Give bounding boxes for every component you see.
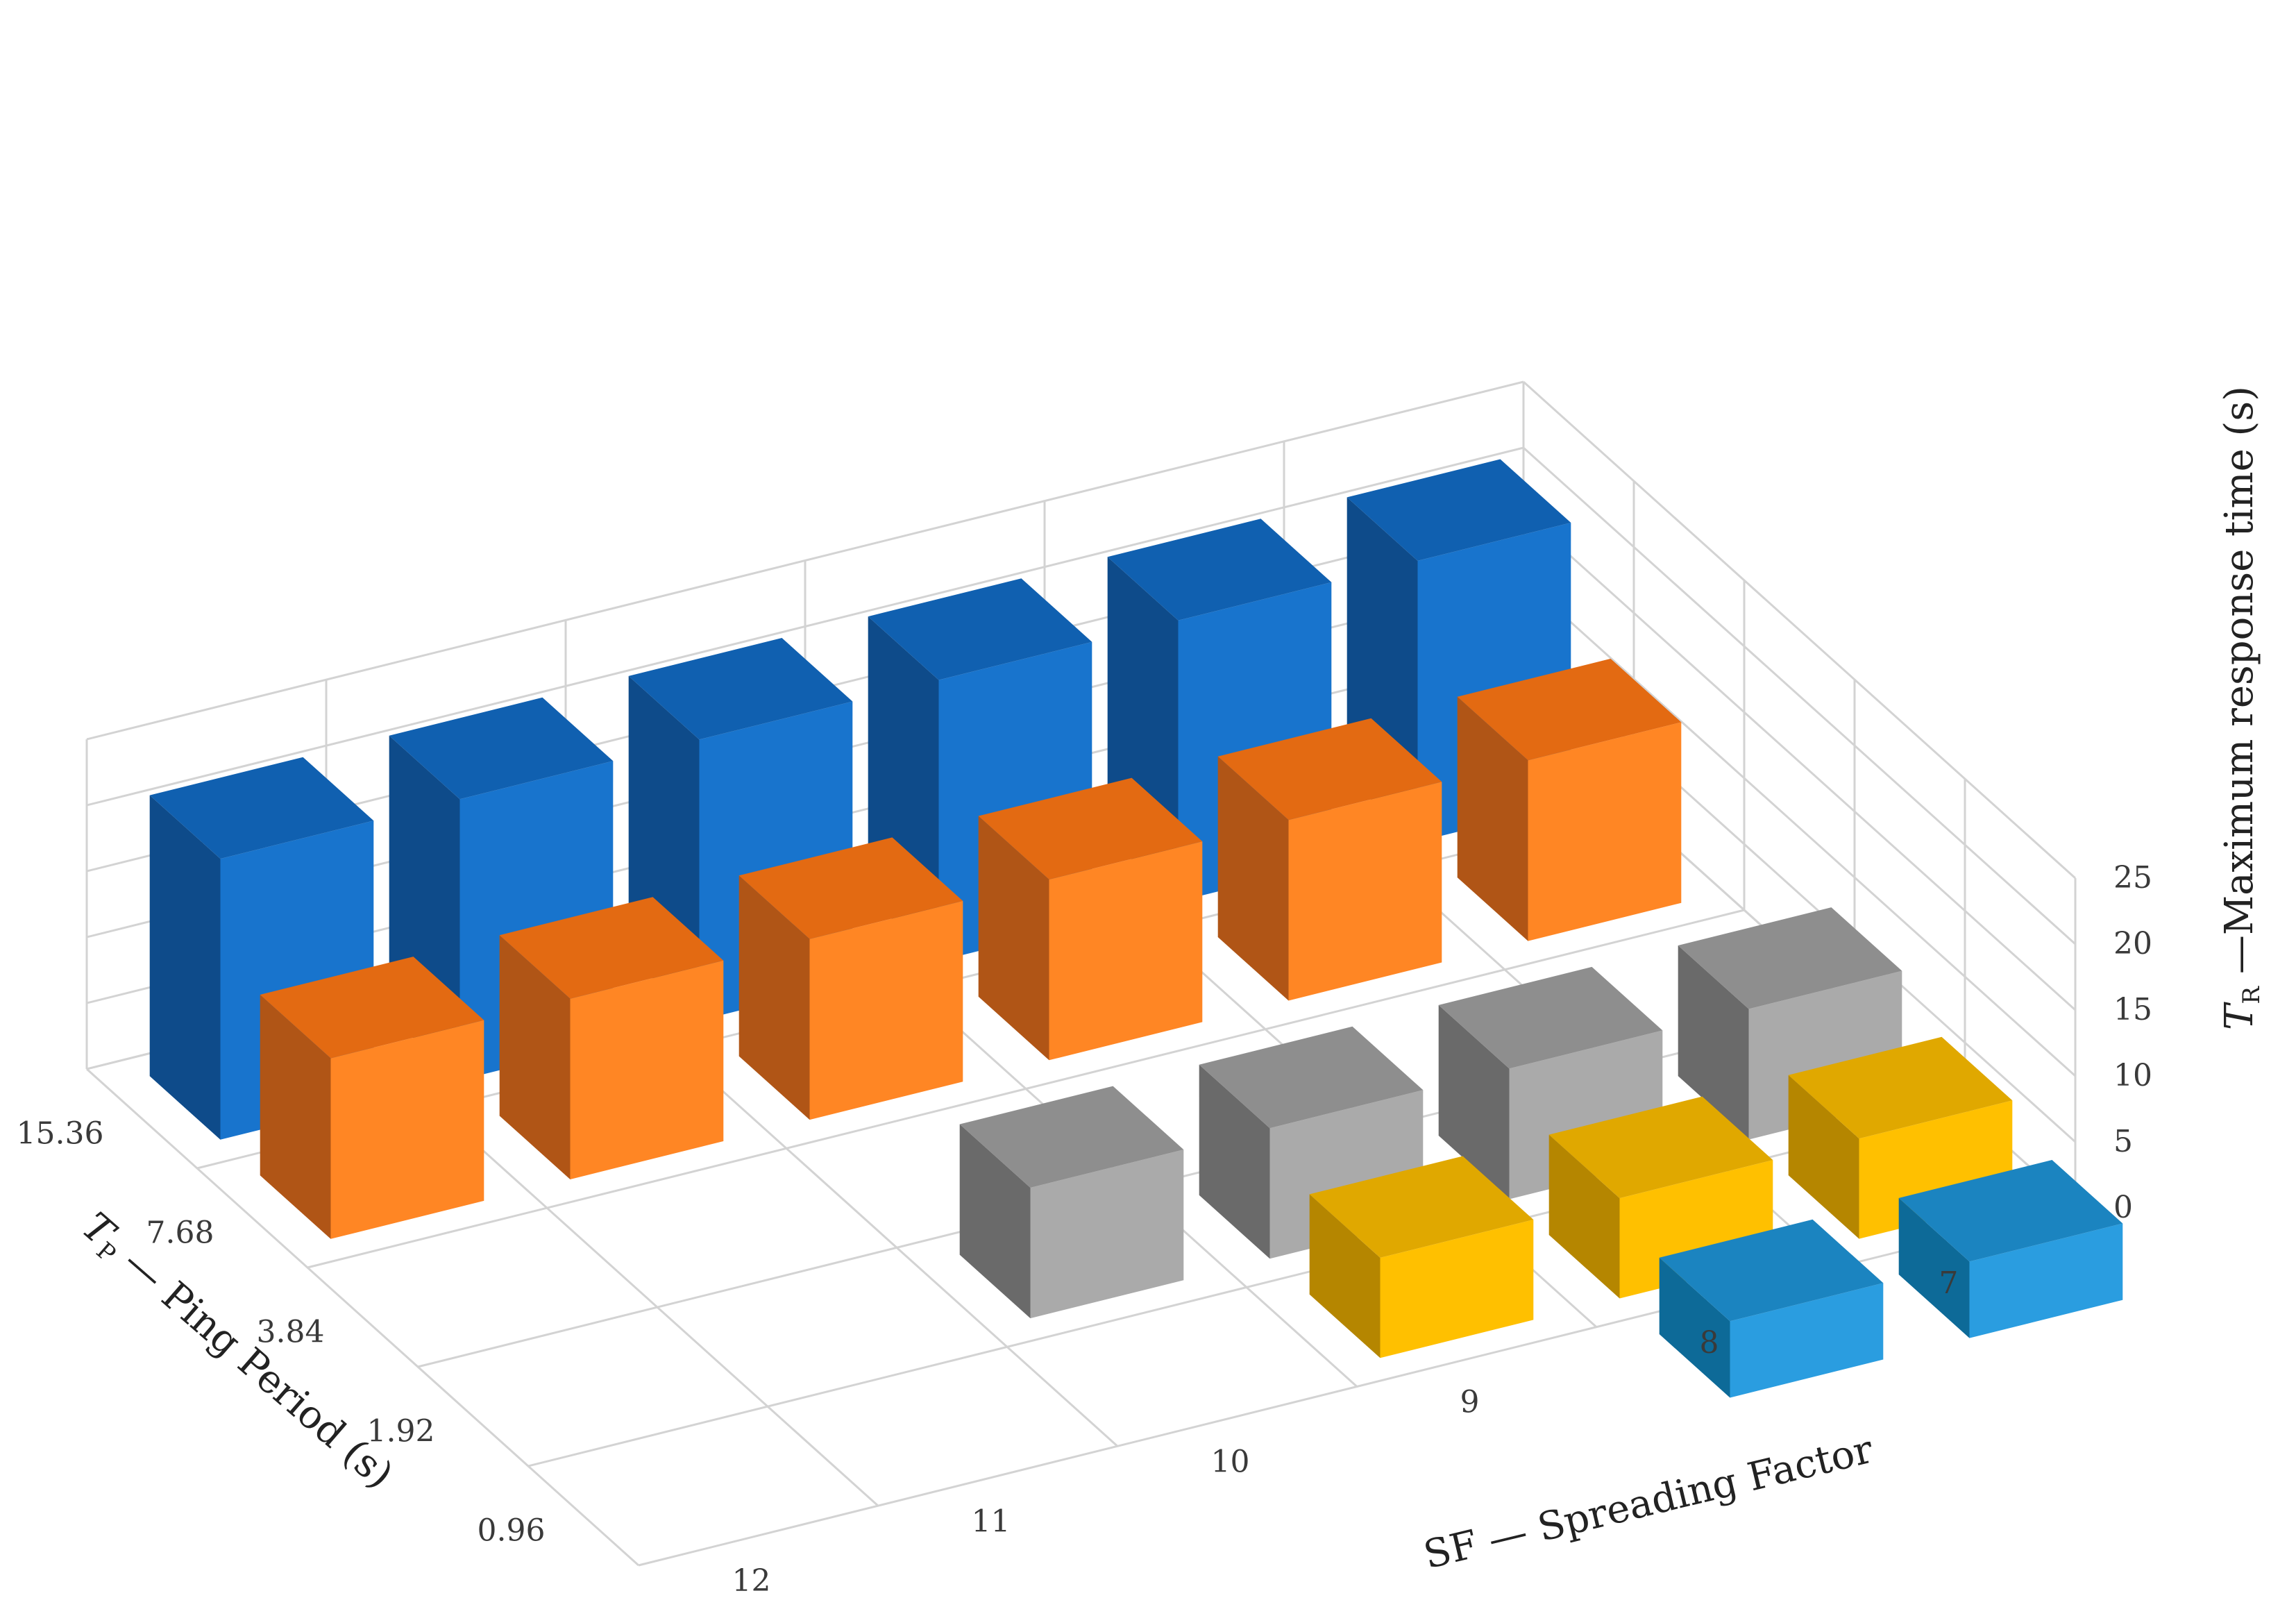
x-tick-label: 8 [1700,1325,1719,1361]
bar-front-face [1288,782,1442,1001]
bar-top-face [1659,1219,1884,1322]
x-tick-label: 11 [972,1504,1011,1539]
bar-left-face [1898,1197,1970,1338]
bar-top-face [959,1086,1184,1188]
x-tick-label: 12 [732,1563,771,1599]
bar-left-face [1788,1075,1859,1239]
z-tick-label: 10 [2113,1058,2152,1093]
bar-left-face [978,816,1049,1061]
bar-left-face [499,935,571,1179]
bar-top-face [1678,907,1902,1009]
bar-top-face [1347,459,1571,561]
bar-top-face [1217,718,1442,820]
bar-top-face [1457,658,1682,761]
bar-left-face [959,1124,1031,1319]
bar-top-face [738,837,963,939]
bar-front-face [1030,1150,1184,1319]
bar-front-face [809,900,963,1120]
bar-front-face [1049,841,1203,1061]
z-tick-label: 25 [2113,860,2152,895]
bar-top-face [499,897,724,999]
bar-left-face [1309,1194,1381,1358]
bar-front-face [330,1020,484,1239]
floor-gridline [307,909,1745,1269]
bar-left-face [1217,756,1289,1001]
x-tick-label: 9 [1460,1385,1480,1420]
back-wall-gridline [86,380,1524,741]
y-tick-label: 3.84 [257,1315,325,1350]
bar-front-face [1380,1220,1534,1358]
y-tick-label: 1.92 [367,1414,435,1449]
side-wall-gridline [1522,380,2077,879]
y-tick-label: 15.36 [17,1116,104,1152]
x-axis-title: SF — Spreading Factor [1419,1426,1877,1578]
z-tick-label: 5 [2113,1124,2133,1159]
bar-front-face [1969,1223,2123,1338]
bar-left-face [1438,1004,1510,1200]
side-wall-gridline [1522,512,2077,1011]
bars [149,459,2123,1398]
z-tick-label: 0 [2113,1190,2133,1225]
y-tick-label: 0.96 [478,1513,546,1549]
z-tick-label: 15 [2113,992,2152,1027]
bar-top-face [628,638,853,740]
side-wall-gridline [1522,446,2077,945]
bar-top-face [1898,1160,2123,1262]
x-tick-label: 10 [1211,1444,1250,1479]
bar-top-face [149,757,374,859]
bar-top-face [1788,1036,2013,1139]
z-tick-label: 20 [2113,926,2152,961]
y-axis-title: TP — Ping Period (s) [71,1204,401,1501]
bar-top-face [389,697,614,800]
bar-left-face [738,875,810,1120]
bar-left-face [1659,1257,1730,1398]
bar-front-face [570,960,724,1179]
bar-left-face [260,995,331,1239]
bar-left-face [1199,1064,1270,1259]
y-tick-label: 7.68 [146,1215,214,1251]
z-axis-title: TR —Maximum response time (s) [2217,386,2265,1030]
bar-left-face [1548,1134,1620,1299]
bar-top-face [1548,1096,1773,1199]
bar-front-face [1528,722,1682,941]
floor-gridline [85,1068,640,1567]
bar-top-face [868,578,1092,680]
bar-left-face [1678,945,1749,1140]
bar-top-face [1438,966,1663,1069]
bar-left-face [149,795,221,1140]
bar-top-face [978,777,1203,879]
bar-top-face [1309,1156,1534,1258]
bar-front-face [1730,1283,1884,1398]
bar-left-face [1457,696,1528,941]
bar-top-face [1199,1026,1424,1129]
x-tick-label: 7 [1939,1265,1959,1301]
bar-top-face [1107,519,1332,621]
back-wall-gridline [86,446,1524,807]
side-wall-gridline [1522,578,2077,1077]
bar-top-face [260,957,484,1059]
